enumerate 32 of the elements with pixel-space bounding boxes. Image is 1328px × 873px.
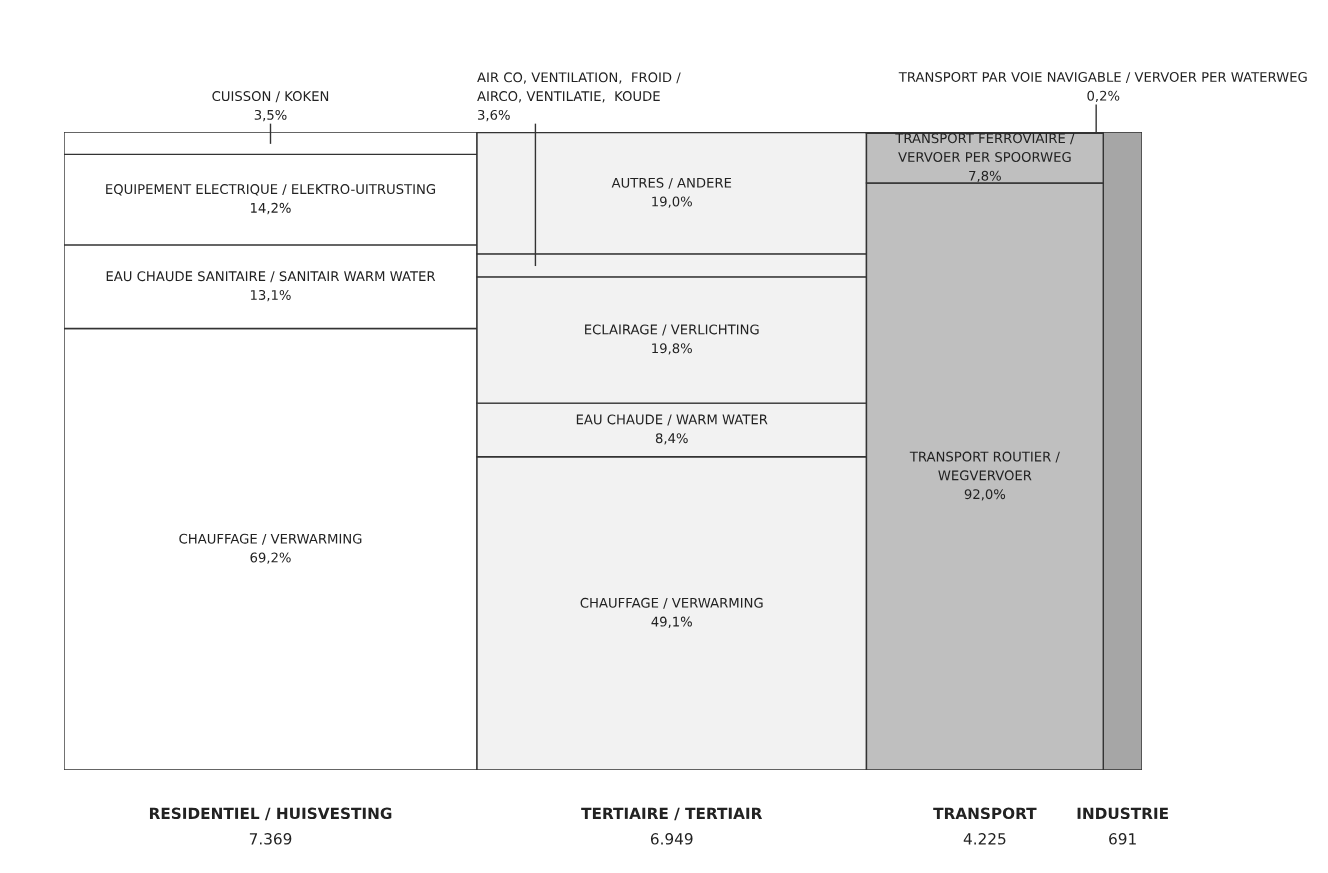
data-label: 49,1% [651, 616, 692, 628]
series-label: ECLAIRAGE / VERLICHTING [585, 324, 759, 336]
data-label: 13,1% [251, 289, 291, 302]
series-label: CHAUFFAGE / VERWARMING [580, 597, 763, 609]
data-label: 69,2% [250, 552, 291, 564]
data-label: 19,0% [652, 196, 692, 208]
text: TRANSPORT PAR VOIE NAVIGABLE / VERVOER PER WATERWEG [898, 71, 1307, 83]
data-label: 92,0% [964, 489, 1006, 501]
data-label: 3,6% [478, 109, 510, 122]
data-label: 0,2% [1087, 90, 1120, 103]
series-label: EAU CHAUDE SANITAIRE / SANITAIR WARM WATER [106, 271, 436, 283]
series-label: AUTRES / ANDERE [611, 177, 732, 189]
series-label: TRANSPORT ROUTIER / WEGVERVOER [909, 451, 1060, 481]
data-label: 19,8% [652, 343, 692, 355]
series-label: EQUIPEMENT ELECTRIQUE / ELEKTRO-UITRUSTING [106, 184, 436, 196]
category-label: TRANSPORT [933, 807, 1037, 820]
series-label: TRANSPORT FERROVIAIRE / VERVOER PER SPOORWEG [895, 133, 1075, 162]
data-label: 691 [1109, 833, 1136, 845]
data-label: 7.369 [249, 833, 292, 845]
data-label: 3,5% [254, 109, 287, 122]
text: CUISSON / KOKEN [212, 91, 329, 103]
category-label: RESIDENTIEL / HUISVESTING [149, 807, 392, 821]
series-label: CHAUFFAGE / VERWARMING [179, 533, 362, 545]
data-label: 7,8% [969, 170, 1001, 183]
data-label: 4.225 [963, 833, 1006, 845]
text: AIR CO, VENTILATION, FROID / AIRCO, VENTILATIE, KOUDE [477, 72, 681, 103]
data-label: 8,4% [655, 433, 688, 445]
data-label: 14,2% [251, 202, 291, 215]
data-label: 6.949 [650, 833, 693, 845]
category-label: TERTIAIRE / TERTIAIR [581, 807, 763, 821]
category-label: INDUSTRIE [1077, 807, 1168, 820]
series-label: EAU CHAUDE / WARM WATER [576, 414, 768, 426]
